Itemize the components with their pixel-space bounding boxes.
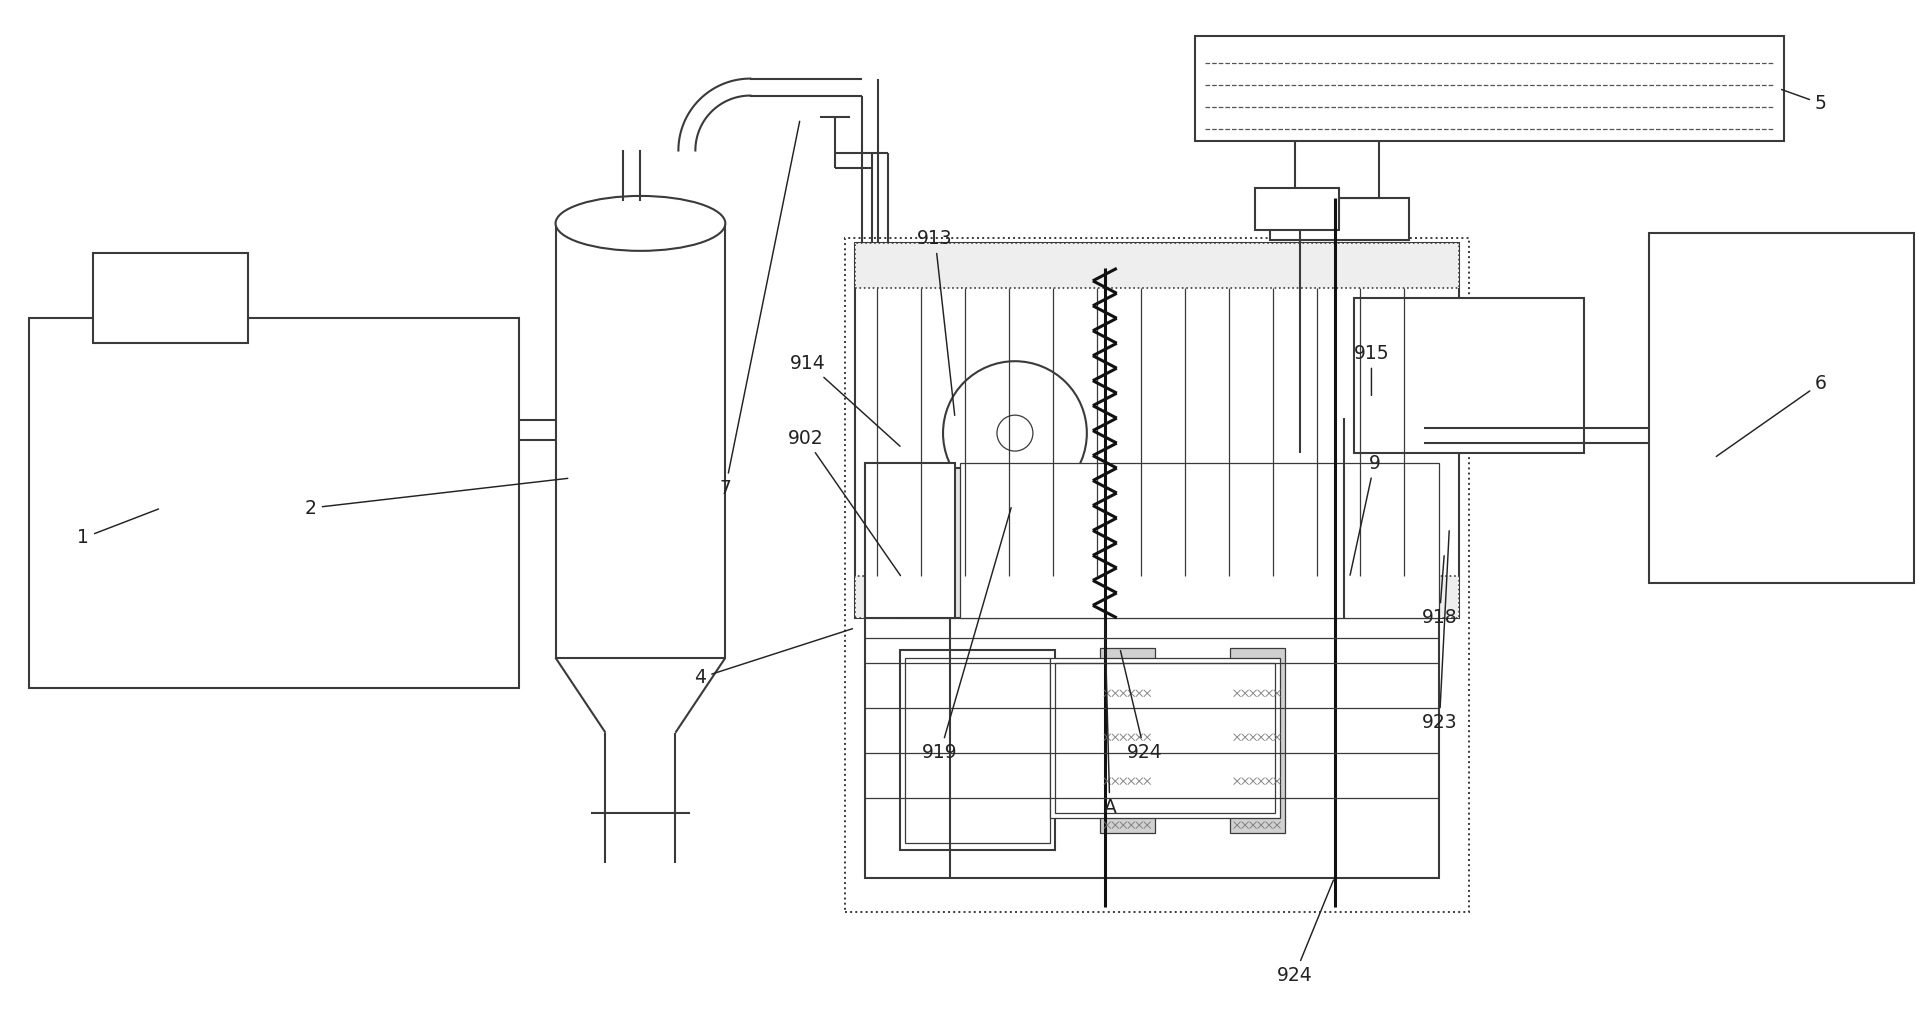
- Bar: [844, 238, 1470, 913]
- Bar: [960, 463, 1439, 618]
- Bar: [1055, 663, 1275, 812]
- Text: 924: 924: [1121, 651, 1163, 762]
- Bar: [1254, 188, 1339, 230]
- Text: A: A: [1103, 621, 1117, 817]
- Text: 9: 9: [1350, 453, 1379, 576]
- Text: 5: 5: [1781, 89, 1828, 113]
- Text: 902: 902: [788, 429, 900, 576]
- Bar: [93, 253, 247, 343]
- Text: 919: 919: [922, 508, 1010, 762]
- Text: 918: 918: [1422, 556, 1457, 627]
- Bar: [1294, 137, 1379, 198]
- Text: 6: 6: [1716, 373, 1828, 456]
- Text: 915: 915: [1354, 343, 1389, 396]
- Circle shape: [943, 361, 1088, 505]
- Bar: [866, 463, 954, 618]
- Bar: [902, 468, 997, 618]
- Text: 2: 2: [305, 478, 568, 517]
- Bar: [1269, 198, 1410, 241]
- Text: 4: 4: [694, 629, 852, 688]
- Bar: [856, 244, 1459, 618]
- Bar: [29, 319, 518, 688]
- Bar: [1650, 233, 1915, 583]
- Bar: [866, 618, 1439, 878]
- Bar: [1194, 36, 1783, 141]
- Bar: [1354, 298, 1584, 453]
- Text: 924: 924: [1277, 880, 1333, 985]
- Circle shape: [997, 415, 1034, 451]
- Bar: [900, 650, 1055, 849]
- Bar: [1049, 658, 1279, 817]
- Bar: [904, 658, 1049, 843]
- Text: 914: 914: [790, 354, 900, 446]
- Bar: [1229, 648, 1285, 833]
- Bar: [856, 576, 1459, 618]
- Text: 1: 1: [77, 509, 158, 548]
- Ellipse shape: [556, 196, 724, 251]
- Text: 923: 923: [1422, 530, 1457, 732]
- Bar: [1099, 648, 1155, 833]
- Bar: [556, 223, 724, 658]
- Text: 913: 913: [918, 229, 954, 415]
- Bar: [856, 244, 1459, 288]
- Text: 7: 7: [719, 121, 800, 498]
